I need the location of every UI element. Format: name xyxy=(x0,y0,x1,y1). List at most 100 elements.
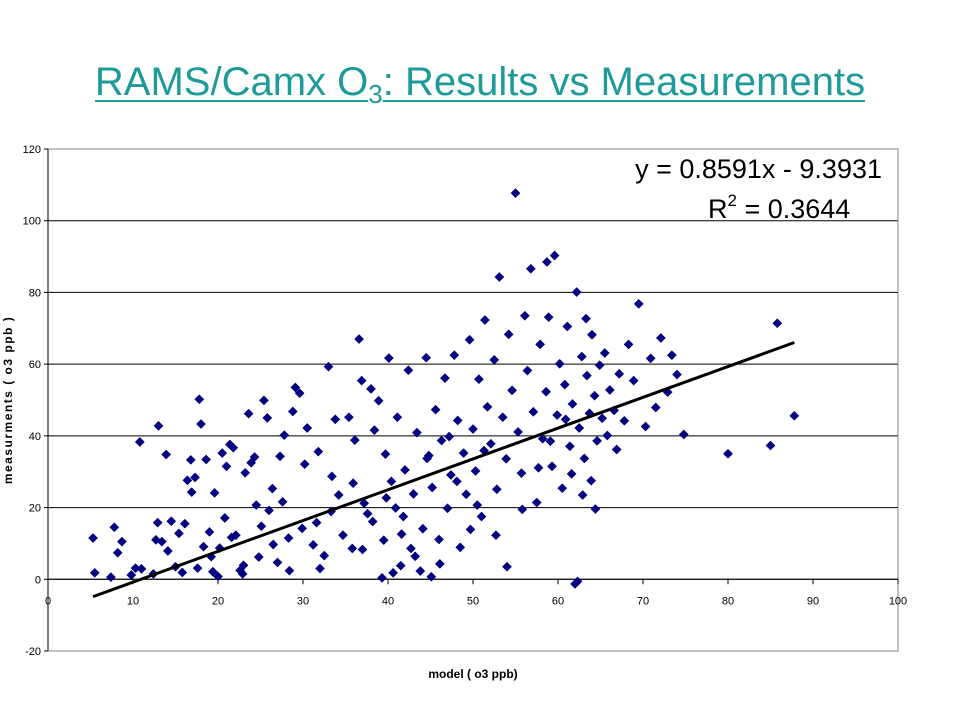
data-point xyxy=(354,334,365,344)
data-point xyxy=(349,435,360,446)
data-point xyxy=(319,550,330,561)
data-point xyxy=(116,536,127,547)
data-point xyxy=(302,423,313,433)
data-point xyxy=(427,482,438,493)
data-point xyxy=(217,448,228,459)
data-point xyxy=(109,522,120,533)
data-point xyxy=(390,502,401,513)
data-point xyxy=(398,511,409,522)
data-point xyxy=(519,310,530,321)
data-point xyxy=(161,449,172,460)
data-point xyxy=(501,453,512,464)
title-suffix: : Results vs Measurements xyxy=(382,60,866,104)
data-point xyxy=(476,511,487,522)
data-point xyxy=(789,410,800,421)
data-point xyxy=(359,498,370,509)
data-point xyxy=(356,375,367,386)
y-tick-label: 80 xyxy=(29,287,41,299)
data-point xyxy=(182,475,193,486)
data-point xyxy=(594,360,605,371)
data-point xyxy=(386,476,397,487)
data-point xyxy=(531,497,542,508)
data-point xyxy=(543,312,554,323)
data-point xyxy=(579,453,590,464)
data-point xyxy=(672,369,682,380)
data-point xyxy=(323,361,334,372)
data-point xyxy=(494,272,505,282)
data-point xyxy=(645,353,656,364)
data-point xyxy=(221,461,232,472)
data-point xyxy=(444,431,455,442)
data-point xyxy=(130,563,141,574)
x-tick-label: 20 xyxy=(212,595,224,607)
y-tick-label: -20 xyxy=(25,646,41,658)
data-point xyxy=(590,504,601,514)
data-point xyxy=(272,557,283,568)
axes: -20 0 20 40 60 80 100 120 0 10 20 30 40 50 60 70 80 90 100 xyxy=(23,144,908,658)
data-point xyxy=(587,329,597,340)
data-point xyxy=(574,423,585,433)
data-point xyxy=(284,565,295,576)
data-point xyxy=(343,412,354,423)
data-point xyxy=(279,430,290,441)
data-point xyxy=(249,452,260,462)
data-point xyxy=(408,488,419,499)
data-point xyxy=(461,489,472,500)
data-point xyxy=(377,572,388,583)
data-point xyxy=(614,368,625,379)
data-point xyxy=(592,435,603,446)
data-point xyxy=(464,334,475,345)
data-point xyxy=(366,383,376,394)
data-point xyxy=(287,406,298,417)
data-point xyxy=(290,382,301,393)
data-point xyxy=(545,436,556,447)
data-point xyxy=(362,508,373,519)
data-point xyxy=(581,313,592,324)
title-prefix: RAMS/Camx O xyxy=(94,60,369,104)
x-tick-label: 50 xyxy=(467,595,479,607)
data-point xyxy=(604,385,615,395)
r-squared-prefix: R xyxy=(708,194,728,224)
data-point xyxy=(497,412,508,423)
data-point xyxy=(313,446,324,457)
data-point xyxy=(611,444,622,455)
data-point xyxy=(619,415,630,426)
x-tick-label: 0 xyxy=(45,595,51,607)
data-point xyxy=(581,370,592,381)
data-point xyxy=(89,567,100,578)
data-point xyxy=(383,353,394,364)
data-point xyxy=(243,408,254,419)
data-point xyxy=(152,517,163,528)
x-tick-label: 40 xyxy=(382,595,394,607)
data-point xyxy=(396,529,407,540)
data-point xyxy=(177,567,188,578)
data-point xyxy=(198,541,209,552)
data-point xyxy=(479,315,490,325)
data-point xyxy=(238,560,249,571)
title-subscript: 3 xyxy=(368,79,383,109)
data-point xyxy=(112,547,123,558)
data-point xyxy=(373,395,384,406)
data-point xyxy=(537,433,548,444)
data-point xyxy=(547,461,558,472)
y-tick-label: 120 xyxy=(23,144,41,156)
data-point xyxy=(308,539,319,550)
data-point xyxy=(337,530,348,541)
data-point xyxy=(185,454,196,465)
data-point xyxy=(434,534,444,545)
trendline xyxy=(92,341,795,599)
data-point xyxy=(452,415,463,426)
x-tick-label: 30 xyxy=(297,595,309,607)
y-tick-label: 0 xyxy=(35,574,41,586)
data-point xyxy=(602,430,613,441)
data-point xyxy=(268,539,279,550)
data-point xyxy=(194,394,205,405)
data-point xyxy=(552,410,563,421)
data-point xyxy=(381,492,392,503)
x-tick-label: 90 xyxy=(807,595,819,607)
data-point xyxy=(253,552,264,563)
data-point xyxy=(156,536,167,547)
data-point xyxy=(465,524,476,535)
data-point xyxy=(262,412,273,423)
